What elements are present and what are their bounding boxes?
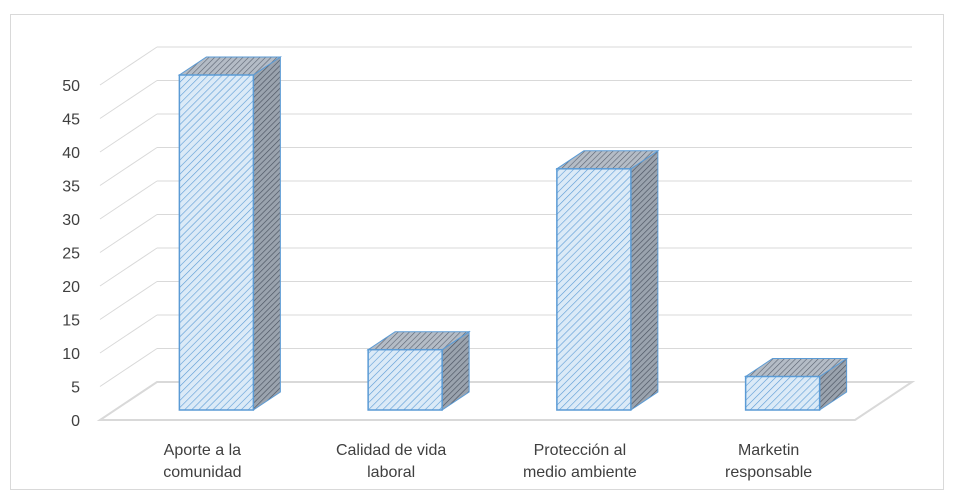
bar-front [367, 348, 443, 411]
y-tick-label: 5 [71, 380, 80, 397]
bar [743, 357, 849, 411]
x-category-label: Calidad de vida laboral [336, 442, 446, 481]
gridline-diagonal [99, 113, 158, 153]
y-tick-label: 20 [62, 279, 80, 296]
y-tick-label: 45 [62, 112, 80, 129]
bar-side [630, 149, 659, 411]
y-tick-label: 40 [62, 145, 80, 162]
gridline-diagonal [99, 147, 158, 186]
bar-front [178, 74, 255, 411]
gridline-diagonal [99, 314, 158, 354]
bar-front [556, 168, 632, 411]
gridline-diagonal [99, 46, 158, 86]
x-category-label: Protección al medio ambiente [523, 442, 637, 481]
y-tick-label: 25 [62, 246, 80, 263]
y-tick-label: 10 [62, 346, 80, 363]
gridline-diagonal [99, 180, 158, 220]
x-category-label: Aporte a la comunidad [163, 442, 241, 481]
bar [366, 330, 471, 411]
bar-side [252, 56, 281, 411]
floor-plane [96, 381, 916, 421]
gridline-diagonal [99, 348, 158, 387]
bar [555, 149, 660, 411]
y-tick-label: 15 [62, 313, 80, 330]
x-category-label: Marketin responsable [725, 442, 812, 481]
y-tick-label: 35 [62, 179, 80, 196]
y-tick-label: 50 [62, 78, 80, 95]
gridline-diagonal [99, 281, 158, 320]
gridline-diagonal [99, 214, 158, 253]
gridline-diagonal [99, 247, 158, 287]
bar-front [744, 375, 821, 411]
y-tick-label: 0 [71, 413, 80, 430]
y-tick-label: 30 [62, 212, 80, 229]
gridline-diagonal [99, 80, 158, 119]
bar [177, 56, 283, 411]
